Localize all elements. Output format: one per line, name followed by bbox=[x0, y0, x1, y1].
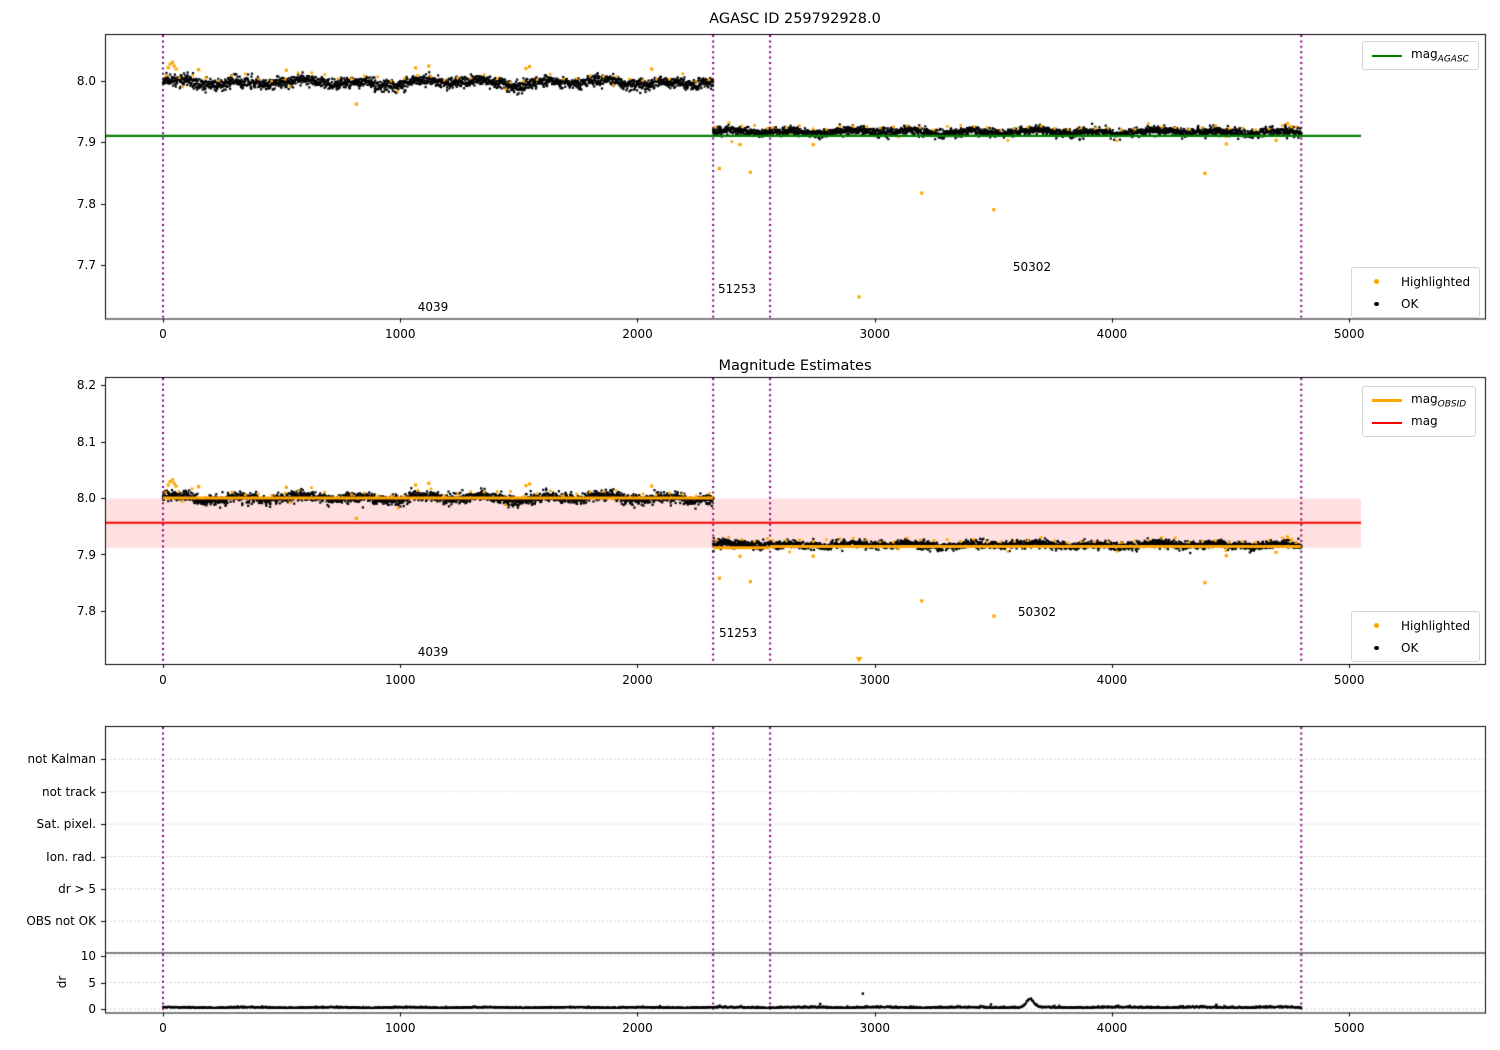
mag-obsid-line-sample bbox=[1372, 399, 1402, 402]
panel1-legend-points: Highlighted OK bbox=[1351, 267, 1481, 318]
xtick-label: 4000 bbox=[1096, 1021, 1128, 1035]
ok-label: OK bbox=[1401, 296, 1419, 311]
ok-point-sample bbox=[1374, 645, 1379, 650]
xtick-label: 2000 bbox=[622, 327, 653, 341]
legend-row-mag-obsid: magOBSID bbox=[1372, 391, 1466, 410]
mag-agasc-label: magAGASC bbox=[1411, 47, 1469, 64]
legend-row-mag: mag bbox=[1372, 413, 1466, 432]
xtick-label: 0 bbox=[159, 1021, 167, 1035]
obsid-annotation-51253: 51253 bbox=[718, 626, 758, 641]
flag-category-label: Ion. rad. bbox=[46, 849, 96, 864]
dr-tick-label: 10 bbox=[80, 949, 96, 963]
ytick-label: 8.0 bbox=[76, 73, 96, 88]
highlighted-label: Highlighted bbox=[1401, 618, 1471, 633]
xtick-label: 3000 bbox=[859, 672, 890, 687]
xtick-label: 5000 bbox=[1333, 672, 1365, 687]
ytick-label: 8.1 bbox=[76, 434, 96, 449]
xtick-label: 1000 bbox=[384, 672, 416, 687]
mag-label-main: mag bbox=[1411, 413, 1438, 428]
xtick-label: 5000 bbox=[1333, 1021, 1365, 1035]
xtick-label: 1000 bbox=[384, 327, 416, 341]
panel2-legend-points: Highlighted OK bbox=[1351, 611, 1481, 662]
xtick-label: 2000 bbox=[622, 672, 653, 687]
legend-row-ok: OK bbox=[1361, 294, 1470, 313]
obsid-annotation-51253: 51253 bbox=[718, 281, 757, 296]
xtick-label: 4000 bbox=[1096, 672, 1128, 687]
panel1-title: AGASC ID 259792928.0 bbox=[709, 11, 881, 27]
dr-axis-label: dr bbox=[55, 975, 69, 989]
mag-label: mag bbox=[1411, 414, 1438, 431]
xtick-label: 1000 bbox=[384, 1021, 416, 1035]
dr-tick-label: 5 bbox=[88, 975, 96, 990]
obsid-annotation-4039: 4039 bbox=[417, 644, 449, 659]
mag-agasc-line-sample bbox=[1372, 54, 1402, 57]
highlighted-point-sample bbox=[1374, 279, 1379, 284]
xtick-label: 3000 bbox=[859, 1021, 890, 1035]
ok-label: OK bbox=[1401, 640, 1419, 655]
xtick-label: 3000 bbox=[859, 327, 890, 341]
mag-obsid-label: magOBSID bbox=[1411, 392, 1466, 409]
flag-category-label: not track bbox=[41, 784, 96, 799]
ok-point-sample bbox=[1374, 301, 1379, 306]
ytick-label: 7.9 bbox=[76, 547, 96, 562]
mag-line-sample bbox=[1372, 421, 1402, 424]
flag-category-label: OBS not OK bbox=[26, 914, 96, 929]
mag-agasc-label-main: mag bbox=[1411, 46, 1438, 61]
xtick-label: 4000 bbox=[1096, 327, 1128, 341]
panel2-title: Magnitude Estimates bbox=[718, 358, 872, 374]
xtick-label: 0 bbox=[159, 327, 167, 341]
legend-row-mag-agasc: magAGASC bbox=[1372, 46, 1469, 65]
obsid-annotation-50302: 50302 bbox=[1017, 604, 1057, 619]
ytick-label: 7.8 bbox=[76, 196, 96, 211]
flag-category-label: Sat. pixel. bbox=[36, 817, 96, 832]
ytick-label: 7.7 bbox=[76, 257, 96, 272]
xtick-label: 2000 bbox=[622, 1021, 653, 1035]
ytick-label: 8.0 bbox=[76, 491, 96, 505]
panel2-legend-lines: magOBSID mag bbox=[1362, 386, 1477, 437]
highlighted-point-sample bbox=[1374, 623, 1379, 628]
ytick-label: 7.8 bbox=[76, 604, 96, 618]
obsid-annotation-4039: 4039 bbox=[417, 299, 449, 314]
panel1-legend-mag-agasc: magAGASC bbox=[1362, 41, 1479, 70]
legend-row-highlighted: Highlighted bbox=[1361, 272, 1470, 291]
flag-category-label: not Kalman bbox=[27, 752, 96, 767]
legend-row-ok: OK bbox=[1361, 638, 1470, 657]
mag-obsid-label-main: mag bbox=[1411, 391, 1438, 406]
highlighted-label: Highlighted bbox=[1401, 274, 1471, 289]
legend-row-highlighted: Highlighted bbox=[1361, 616, 1470, 635]
xtick-label: 5000 bbox=[1333, 327, 1365, 341]
obsid-annotation-50302: 50302 bbox=[1012, 260, 1052, 275]
flag-category-label: dr > 5 bbox=[58, 881, 96, 896]
mag-obsid-label-sub: OBSID bbox=[1437, 399, 1467, 410]
xtick-label: 0 bbox=[159, 672, 167, 687]
ytick-label: 8.2 bbox=[76, 378, 96, 392]
dr-tick-label: 0 bbox=[88, 1002, 96, 1016]
mag-agasc-label-sub: AGASC bbox=[1437, 54, 1469, 65]
ytick-label: 7.9 bbox=[76, 135, 96, 150]
